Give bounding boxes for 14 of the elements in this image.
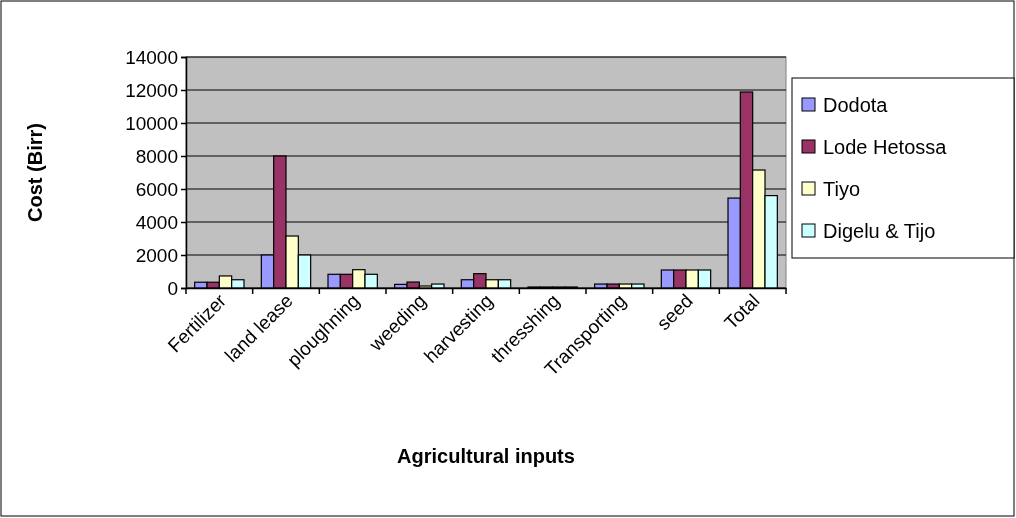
legend-label: Dodota — [823, 94, 889, 116]
y-tick-label: 0 — [167, 277, 178, 299]
legend-label: Digelu & Tijo — [823, 220, 936, 242]
legend-label: Lode Hetossa — [823, 136, 948, 158]
y-tick-label: 8000 — [135, 145, 178, 167]
y-tick-label: 14000 — [125, 46, 178, 68]
y-tick-label: 12000 — [125, 79, 178, 101]
y-tick-label: 4000 — [135, 211, 178, 233]
legend-label: Tiyo — [823, 178, 861, 200]
y-tick-label: 10000 — [125, 112, 178, 134]
y-tick-label: 2000 — [135, 244, 178, 266]
y-tick-label: 6000 — [135, 178, 178, 200]
y-axis-title: Cost (Birr) — [24, 123, 46, 222]
x-axis-title: Agricultural inputs — [397, 445, 575, 467]
